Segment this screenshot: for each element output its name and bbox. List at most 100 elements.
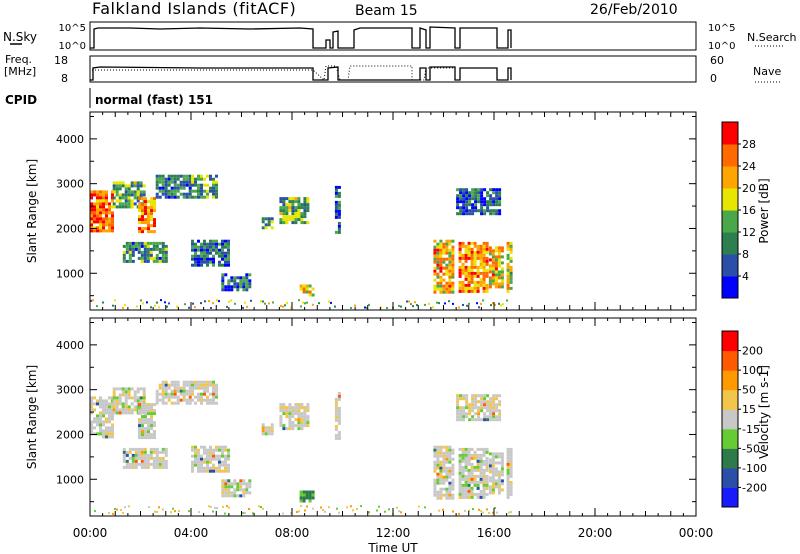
heatmap-cell xyxy=(161,189,165,193)
heatmap-cell xyxy=(215,180,218,184)
nsky-trace xyxy=(90,26,512,49)
heatmap-cell xyxy=(482,492,486,496)
heatmap-cell xyxy=(328,300,330,303)
heatmap-cell xyxy=(476,244,480,248)
heatmap-cell xyxy=(477,191,481,195)
heatmap-cell xyxy=(461,271,465,275)
heatmap-cell xyxy=(462,203,466,207)
heatmap-cell xyxy=(206,254,209,258)
heatmap-cell xyxy=(188,510,190,513)
heatmap-cell xyxy=(111,196,114,200)
heatmap-cell xyxy=(297,203,301,207)
heatmap-cell xyxy=(194,401,197,405)
heatmap-cell xyxy=(90,226,93,230)
heatmap-cell xyxy=(212,510,214,513)
heatmap-cell xyxy=(112,402,116,406)
heatmap-cell xyxy=(436,251,440,255)
heatmap-cell xyxy=(102,229,105,233)
heatmap-cell xyxy=(448,300,450,303)
heatmap-cell xyxy=(439,472,443,476)
heatmap-cell xyxy=(218,260,221,264)
heatmap-cell xyxy=(485,262,489,266)
x-tick-label: 00:00 xyxy=(73,526,108,540)
heatmap-cell xyxy=(203,445,206,449)
heatmap-cell xyxy=(433,466,437,470)
heatmap-cell xyxy=(158,386,162,390)
heatmap-cell xyxy=(125,259,129,263)
heatmap-cell xyxy=(291,212,295,216)
heatmap-cell xyxy=(147,427,150,431)
heatmap-cell xyxy=(153,200,156,204)
heatmap-cell xyxy=(233,488,237,492)
heatmap-cell xyxy=(112,187,116,191)
heatmap-cell xyxy=(471,409,475,413)
heatmap-cell xyxy=(288,409,292,413)
heatmap-cell xyxy=(248,279,252,283)
heatmap-cell xyxy=(93,214,96,218)
heatmap-cell xyxy=(459,415,463,419)
heatmap-cell xyxy=(462,415,466,419)
heatmap-cell xyxy=(491,470,495,474)
heatmap-cell xyxy=(230,276,234,280)
heatmap-cell xyxy=(224,479,228,483)
heatmap-cell xyxy=(136,405,140,409)
heatmap-cell xyxy=(476,447,480,451)
heatmap-cell xyxy=(470,456,474,460)
heatmap-cell xyxy=(439,448,443,452)
colorbar-segment xyxy=(722,210,738,233)
heatmap-cell xyxy=(118,202,122,206)
heatmap-cell xyxy=(482,280,486,284)
heatmap-cell xyxy=(239,485,243,489)
heatmap-cell xyxy=(173,186,177,190)
heatmap-cell xyxy=(143,259,147,263)
heatmap-cell xyxy=(209,392,212,396)
heatmap-cell xyxy=(299,287,303,291)
heatmap-cell xyxy=(465,200,469,204)
heatmap-cell xyxy=(486,403,490,407)
heatmap-cell xyxy=(105,435,108,439)
heatmap-cell xyxy=(303,406,307,410)
heatmap-cell xyxy=(451,260,455,264)
heatmap-cell xyxy=(458,492,462,496)
heatmap-cell xyxy=(164,459,168,463)
heatmap-cell xyxy=(212,192,215,196)
colorbar-tick-label: 100 xyxy=(742,364,763,377)
heatmap-cell xyxy=(482,471,486,475)
heatmap-cell xyxy=(158,241,162,245)
heatmap-cell xyxy=(133,202,137,206)
heatmap-cell xyxy=(155,456,159,460)
heatmap-cell xyxy=(105,220,108,224)
heatmap-cell xyxy=(115,399,119,403)
heatmap-cell xyxy=(93,417,96,421)
heatmap-cell xyxy=(308,284,312,288)
heatmap-cell xyxy=(144,200,147,204)
heatmap-cell xyxy=(161,183,165,187)
heatmap-cell xyxy=(99,414,102,418)
heatmap-cell xyxy=(291,421,295,425)
heatmap-cell xyxy=(448,284,452,288)
heatmap-cell xyxy=(483,212,487,216)
heatmap-cell xyxy=(306,424,310,428)
heatmap-cell xyxy=(483,403,487,407)
heatmap-cell xyxy=(206,242,209,246)
heatmap-cell xyxy=(194,195,197,199)
heatmap-cell xyxy=(226,505,228,508)
heatmap-cell xyxy=(334,191,338,195)
heatmap-cell xyxy=(308,293,312,297)
heatmap-cell xyxy=(476,302,478,305)
heatmap-cell xyxy=(468,212,472,216)
heatmap-cell xyxy=(206,192,209,196)
heatmap-cell xyxy=(458,268,462,272)
heatmap-cell xyxy=(485,271,489,275)
heatmap-cell xyxy=(176,389,180,393)
heatmap-cell xyxy=(99,199,102,203)
heatmap-cell xyxy=(445,251,449,255)
heatmap-cell xyxy=(482,462,486,466)
heatmap-cell xyxy=(506,244,510,248)
heatmap-cell xyxy=(203,460,206,464)
nsearch-label: N.Search xyxy=(747,31,797,44)
heatmap-cell xyxy=(482,259,486,263)
heatmap-cell xyxy=(456,212,460,216)
heatmap-cell xyxy=(102,199,105,203)
nave-tick-bottom: 0 xyxy=(710,72,717,85)
